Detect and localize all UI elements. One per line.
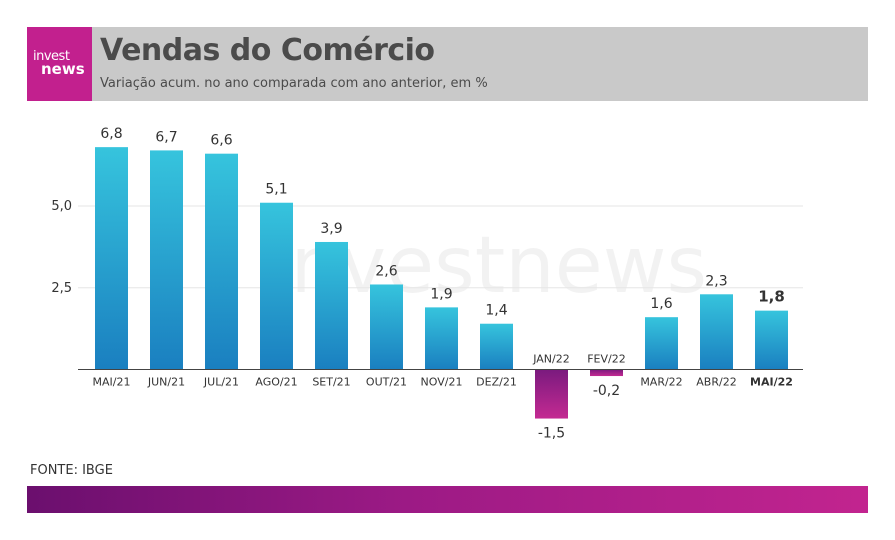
bar	[95, 147, 128, 370]
value-label: -1,5	[538, 426, 565, 442]
x-tick-label: OUT/21	[366, 376, 407, 389]
x-tick-label: NOV/21	[421, 376, 463, 389]
investnews-logo: invest news	[27, 27, 92, 101]
x-tick-label: JAN/22	[532, 353, 570, 366]
value-label: 5,1	[265, 182, 287, 198]
x-tick-label: JUL/21	[203, 376, 239, 389]
value-label: -0,2	[593, 383, 620, 399]
logo-text-invest: invest	[33, 49, 70, 64]
bar	[260, 202, 293, 370]
x-tick-label: ABR/22	[696, 376, 736, 389]
logo-text-news: news	[41, 60, 85, 78]
x-tick-label: MAI/22	[750, 376, 793, 389]
chart-title: Vendas do Comércio	[100, 33, 435, 68]
bar	[645, 317, 678, 370]
chart-header: invest news Vendas do Comércio Variação …	[27, 27, 868, 101]
y-tick-label: 2,5	[51, 281, 72, 296]
chart-subtitle: Variação acum. no ano comparada com ano …	[100, 76, 488, 91]
source-note: FONTE: IBGE	[30, 463, 113, 478]
x-tick-label: MAI/21	[93, 376, 131, 389]
value-label: 2,3	[705, 273, 727, 289]
value-label: 1,9	[430, 286, 452, 302]
y-tick-label: 5,0	[51, 199, 72, 214]
x-tick-label: DEZ/21	[476, 376, 517, 389]
value-label: 1,8	[758, 288, 785, 306]
bar	[755, 310, 788, 370]
x-tick-label: JUN/21	[147, 376, 185, 389]
value-label: 2,6	[375, 263, 397, 279]
value-label: 6,8	[100, 126, 122, 142]
value-label: 6,6	[210, 133, 232, 149]
bar	[700, 294, 733, 370]
x-tick-label: FEV/22	[587, 353, 626, 366]
bar	[315, 241, 348, 370]
bar	[535, 369, 568, 419]
value-label: 6,7	[155, 129, 177, 145]
bar	[205, 153, 238, 370]
value-label: 1,4	[485, 303, 507, 319]
bar	[480, 323, 513, 370]
footer-gradient-bar	[27, 486, 868, 513]
bar	[370, 284, 403, 370]
x-tick-label: MAR/22	[640, 376, 682, 389]
x-tick-label: AGO/21	[255, 376, 297, 389]
x-tick-label: SET/21	[312, 376, 350, 389]
value-label: 1,6	[650, 296, 672, 312]
bar	[590, 369, 623, 377]
bar	[150, 150, 183, 370]
bar	[425, 307, 458, 370]
value-label: 3,9	[320, 221, 342, 237]
